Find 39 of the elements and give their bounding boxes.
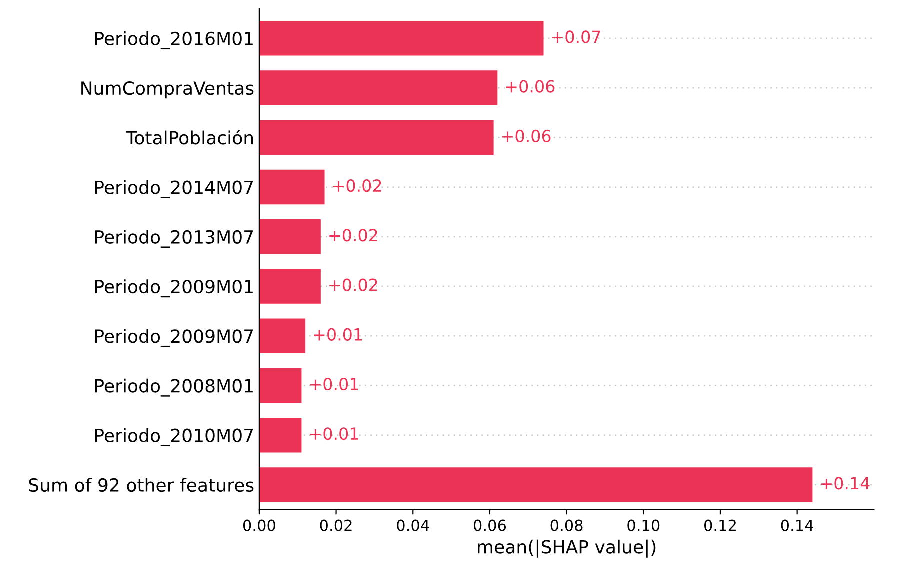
y-tick-label: Periodo_2010M07 xyxy=(95,428,254,446)
x-tick-label: 0.12 xyxy=(704,520,736,532)
data-label: +0.06 xyxy=(506,80,555,93)
data-label: +0.01 xyxy=(314,328,362,341)
data-label: +0.06 xyxy=(502,130,551,142)
y-tick-label: TotalPoblación xyxy=(126,130,254,145)
bar xyxy=(259,220,321,254)
data-label: +0.07 xyxy=(552,30,600,44)
y-tick-label: NumCompraVentas xyxy=(82,81,254,99)
bar xyxy=(259,318,306,354)
data-label: +0.02 xyxy=(333,179,382,192)
bar xyxy=(259,368,302,404)
x-tick-label: 0.02 xyxy=(320,520,352,532)
y-tick-label: Periodo_2009M07 xyxy=(95,329,254,348)
data-label: +0.14 xyxy=(821,477,870,490)
bar xyxy=(259,70,498,106)
x-tick-label: 0.10 xyxy=(628,520,660,532)
bar xyxy=(259,418,302,453)
data-label: +0.02 xyxy=(330,229,378,242)
bar xyxy=(259,468,813,502)
y-tick-label: Periodo_2009M01 xyxy=(95,280,253,298)
y-tick-label: Periodo_2008M01 xyxy=(95,378,253,397)
x-tick-label: 0.04 xyxy=(397,520,430,532)
x-tick-label: 0.00 xyxy=(243,520,276,532)
x-tick-label: 0.08 xyxy=(550,520,583,532)
y-tick-label: Sum of 92 other features xyxy=(29,478,254,492)
x-axis-title: mean(|SHAP value|) xyxy=(478,540,656,558)
data-label: +0.01 xyxy=(310,378,358,391)
bar xyxy=(259,269,321,304)
data-label: +0.02 xyxy=(330,278,378,292)
bar xyxy=(259,170,325,205)
y-tick-label: Periodo_2014M07 xyxy=(95,180,254,198)
y-tick-label: Periodo_2013M07 xyxy=(95,230,254,248)
y-tick-label: Periodo_2016M01 xyxy=(95,32,253,50)
x-tick-label: 0.14 xyxy=(781,520,814,532)
data-label: +0.01 xyxy=(310,428,358,440)
bar xyxy=(259,120,494,156)
bar xyxy=(259,21,544,56)
x-tick-label: 0.06 xyxy=(474,520,506,532)
